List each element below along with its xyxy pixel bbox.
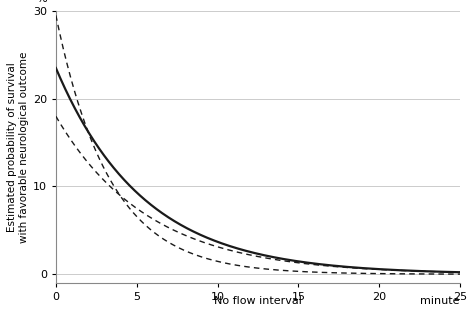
Text: No flow interval: No flow interval bbox=[214, 296, 302, 306]
Text: %: % bbox=[36, 0, 47, 4]
Text: minute: minute bbox=[420, 296, 460, 306]
Y-axis label: Estimated probability of survival
with favorable neurological outcome: Estimated probability of survival with f… bbox=[7, 51, 28, 243]
